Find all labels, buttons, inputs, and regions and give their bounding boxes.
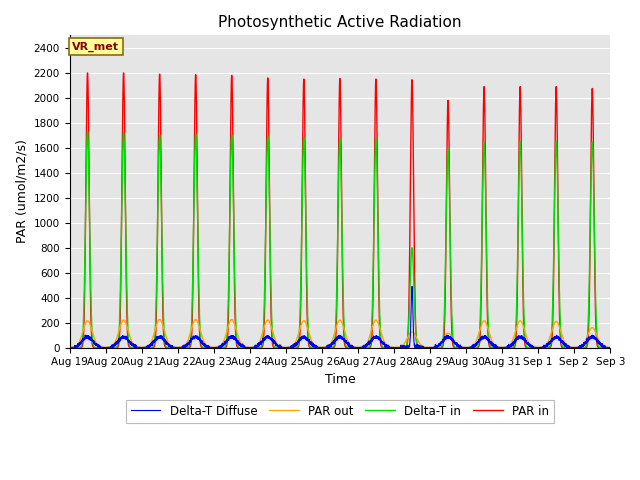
Delta-T in: [584, 331, 591, 337]
Line: PAR in: PAR in: [70, 73, 611, 348]
Delta-T Diffuse: [607, 345, 614, 350]
Delta-T Diffuse: [71, 345, 79, 350]
PAR in: [584, 340, 591, 346]
PAR in: [84, 70, 92, 76]
PAR out: [322, 345, 330, 350]
PAR out: [577, 344, 585, 349]
Delta-T Diffuse: [577, 345, 585, 350]
PAR out: [607, 345, 614, 350]
PAR out: [426, 345, 434, 350]
Delta-T in: [607, 345, 614, 350]
Line: Delta-T Diffuse: Delta-T Diffuse: [70, 287, 611, 348]
PAR in: [322, 345, 330, 350]
Delta-T in: [461, 345, 468, 350]
Delta-T Diffuse: [584, 337, 591, 343]
Delta-T in: [84, 129, 92, 134]
Delta-T in: [322, 345, 330, 350]
Delta-T Diffuse: [322, 345, 330, 350]
Delta-T Diffuse: [408, 284, 416, 289]
Delta-T Diffuse: [66, 345, 74, 350]
PAR out: [584, 333, 591, 338]
Delta-T Diffuse: [250, 345, 257, 350]
PAR out: [156, 317, 163, 323]
PAR out: [461, 345, 468, 350]
PAR in: [66, 345, 74, 350]
PAR out: [250, 345, 257, 350]
Title: Photosynthetic Active Radiation: Photosynthetic Active Radiation: [218, 15, 461, 30]
X-axis label: Time: Time: [324, 373, 355, 386]
Legend: Delta-T Diffuse, PAR out, Delta-T in, PAR in: Delta-T Diffuse, PAR out, Delta-T in, PA…: [126, 400, 554, 423]
Text: VR_met: VR_met: [72, 41, 119, 52]
PAR in: [577, 345, 585, 350]
Delta-T Diffuse: [476, 336, 484, 342]
PAR in: [250, 345, 257, 350]
Delta-T in: [66, 345, 74, 350]
PAR in: [607, 345, 614, 350]
Delta-T in: [577, 345, 585, 350]
Delta-T Diffuse: [461, 345, 468, 350]
Delta-T in: [390, 345, 398, 350]
PAR in: [461, 345, 468, 350]
Line: PAR out: PAR out: [70, 320, 611, 348]
PAR in: [426, 345, 434, 350]
Y-axis label: PAR (umol/m2/s): PAR (umol/m2/s): [15, 140, 28, 243]
PAR in: [476, 331, 484, 337]
Line: Delta-T in: Delta-T in: [70, 132, 611, 348]
Delta-T in: [250, 345, 257, 350]
PAR out: [66, 345, 74, 350]
Delta-T in: [476, 317, 484, 323]
PAR out: [476, 326, 484, 332]
